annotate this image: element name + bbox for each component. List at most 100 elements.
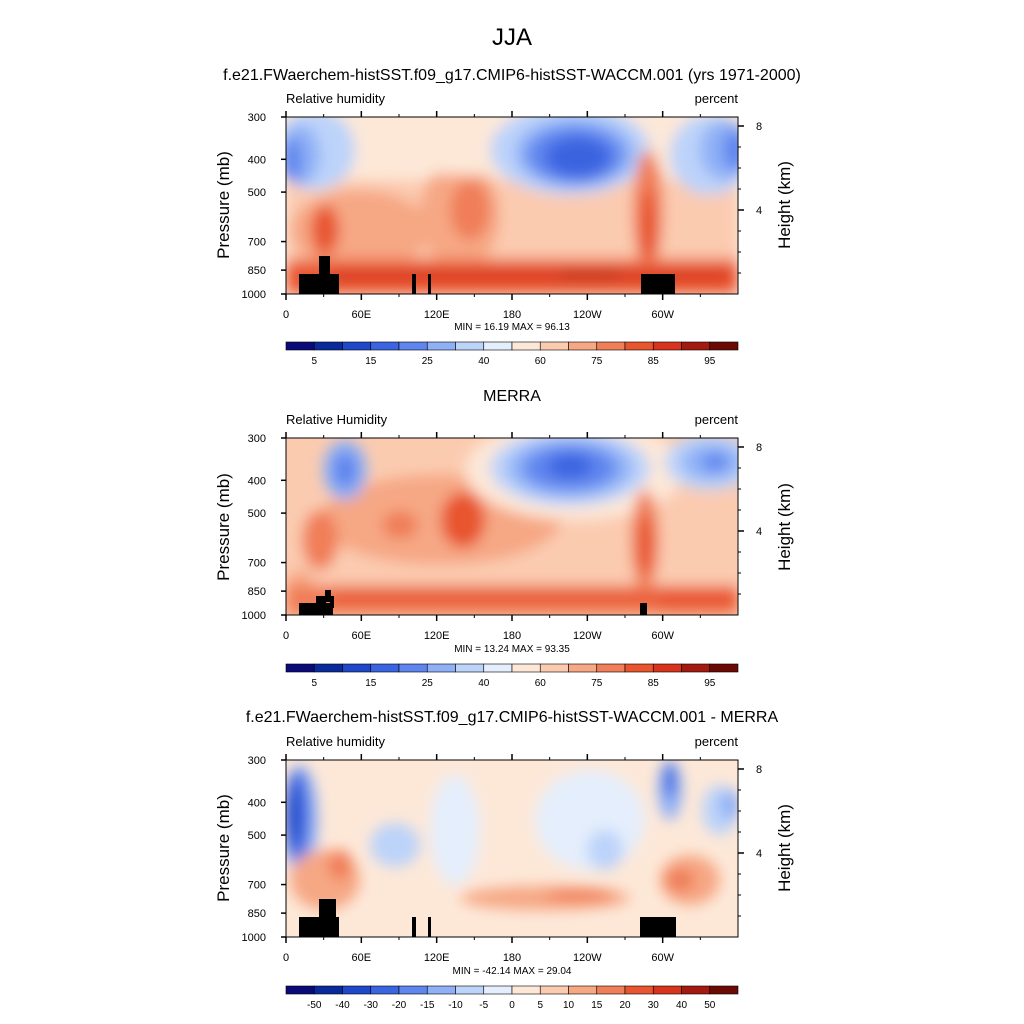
units-label: percent — [695, 412, 739, 427]
colorbar-swatch — [681, 663, 711, 673]
height-tick-label: 4 — [756, 205, 762, 217]
height-tick-label: 4 — [756, 526, 762, 538]
colorbar-label: -15 — [420, 1000, 435, 1011]
colorbar-swatch — [342, 985, 372, 995]
colorbar: -50 -40 -30 -20 -15 -10 -5 0 5 10 15 20 30 40 50 — [285, 985, 739, 1011]
colorbar-swatch — [511, 985, 541, 995]
colorbar-label: 50 — [704, 1000, 716, 1011]
stats-label: MIN = 16.19 MAX = 96.13 — [454, 322, 570, 333]
x-tick-label: 0 — [283, 309, 289, 321]
height-tick-label: 8 — [756, 442, 762, 454]
y-tick-label: 1000 — [242, 932, 266, 944]
colorbar-swatch — [624, 985, 654, 995]
y-tick-label: 400 — [248, 475, 266, 487]
variable-label: Relative Humidity — [286, 412, 388, 427]
colorbar-label: 20 — [619, 1000, 631, 1011]
x-tick-label: 120E — [424, 309, 450, 321]
colorbar-label: 0 — [509, 1000, 515, 1011]
colorbar-label: 85 — [648, 678, 660, 689]
y-axis-title: Pressure (mb) — [214, 151, 233, 259]
colorbar-label: 10 — [563, 1000, 575, 1011]
topography-mask — [299, 899, 676, 937]
y-tick-label: 500 — [248, 187, 266, 199]
colorbar-swatch — [426, 341, 456, 351]
colorbar-swatch — [652, 341, 682, 351]
x-tick-label: 180 — [503, 952, 521, 964]
x-tick-label: 180 — [503, 309, 521, 321]
colorbar-swatch — [398, 341, 428, 351]
y-tick-label: 1000 — [242, 610, 266, 622]
panel-merra: MERRA Relative Humidity percent — [214, 388, 794, 689]
plot-frame: 0 60E 120E 180 120W 60W 300 400 500 700 850 1000 8… — [242, 754, 762, 964]
colorbar-label: 5 — [537, 1000, 543, 1011]
plot-frame: 0 60E 120E 180 120W 60W 300 400 500 700 850 1000 8… — [242, 111, 762, 321]
colorbar-swatch — [652, 663, 682, 673]
colorbar-swatch — [568, 341, 598, 351]
x-tick-label: 120W — [573, 630, 602, 642]
colorbar-swatch — [681, 341, 711, 351]
y-tick-label: 850 — [248, 586, 266, 598]
height-tick-label: 8 — [756, 764, 762, 776]
colorbar-swatch — [285, 341, 315, 351]
x-tick-label: 60E — [352, 952, 372, 964]
variable-label: Relative humidity — [286, 734, 385, 749]
x-tick-label: 0 — [283, 952, 289, 964]
y-tick-label: 500 — [248, 830, 266, 842]
colorbar-label: 25 — [422, 356, 434, 367]
colorbar-label: 15 — [591, 1000, 603, 1011]
y-axis-title-right: Height (km) — [775, 161, 794, 249]
colorbar-swatch — [285, 985, 315, 995]
colorbar-swatch — [483, 985, 513, 995]
colorbar-swatch — [426, 663, 456, 673]
colorbar-label: 40 — [478, 678, 490, 689]
colorbar-label: 40 — [676, 1000, 688, 1011]
y-axis-title: Pressure (mb) — [214, 473, 233, 581]
colorbar-swatch — [313, 341, 343, 351]
colorbar-swatch — [709, 985, 739, 995]
colorbar-label: 95 — [704, 356, 716, 367]
colorbar-label: 30 — [648, 1000, 660, 1011]
units-label: percent — [695, 734, 739, 749]
x-tick-label: 120E — [424, 630, 450, 642]
colorbar-label: 75 — [591, 678, 603, 689]
topography-mask — [299, 590, 647, 615]
y-tick-label: 400 — [248, 154, 266, 166]
x-tick-label: 60E — [352, 630, 372, 642]
colorbar-swatch — [398, 663, 428, 673]
colorbar-label: 60 — [535, 356, 547, 367]
colorbar-swatch — [709, 341, 739, 351]
colorbar-label: 5 — [311, 356, 317, 367]
colorbar-swatch — [426, 985, 456, 995]
y-tick-label: 850 — [248, 265, 266, 277]
y-tick-label: 300 — [248, 433, 266, 445]
units-label: percent — [695, 91, 739, 106]
colorbar-swatch — [370, 985, 400, 995]
y-tick-label: 400 — [248, 797, 266, 809]
plot-frame: 0 60E 120E 180 120W 60W 300 400 500 700 850 1000 8… — [242, 432, 762, 642]
colorbar-swatch — [568, 985, 598, 995]
colorbar: 5 15 25 40 60 75 85 95 — [285, 663, 739, 689]
colorbar-label: -20 — [392, 1000, 407, 1011]
colorbar-label: 15 — [365, 356, 377, 367]
y-axis-title-right: Height (km) — [775, 483, 794, 571]
colorbar-swatch — [568, 663, 598, 673]
colorbar-swatch — [455, 341, 485, 351]
colorbar-swatch — [455, 663, 485, 673]
colorbar-swatch — [652, 985, 682, 995]
colorbar-label: 95 — [704, 678, 716, 689]
colorbar-label: -10 — [448, 1000, 463, 1011]
x-tick-label: 60W — [651, 309, 674, 321]
colorbar-swatch — [539, 663, 569, 673]
colorbar-label: 25 — [422, 678, 434, 689]
colorbar-swatch — [483, 341, 513, 351]
x-tick-label: 60W — [651, 630, 674, 642]
colorbar-label: 60 — [535, 678, 547, 689]
colorbar-swatch — [511, 341, 541, 351]
contour-field — [286, 760, 738, 937]
colorbar-label: 85 — [648, 356, 660, 367]
y-tick-label: 700 — [248, 237, 266, 249]
colorbar-swatch — [596, 663, 626, 673]
y-tick-label: 850 — [248, 908, 266, 920]
colorbar-label: 75 — [591, 356, 603, 367]
colorbar-swatch — [681, 985, 711, 995]
